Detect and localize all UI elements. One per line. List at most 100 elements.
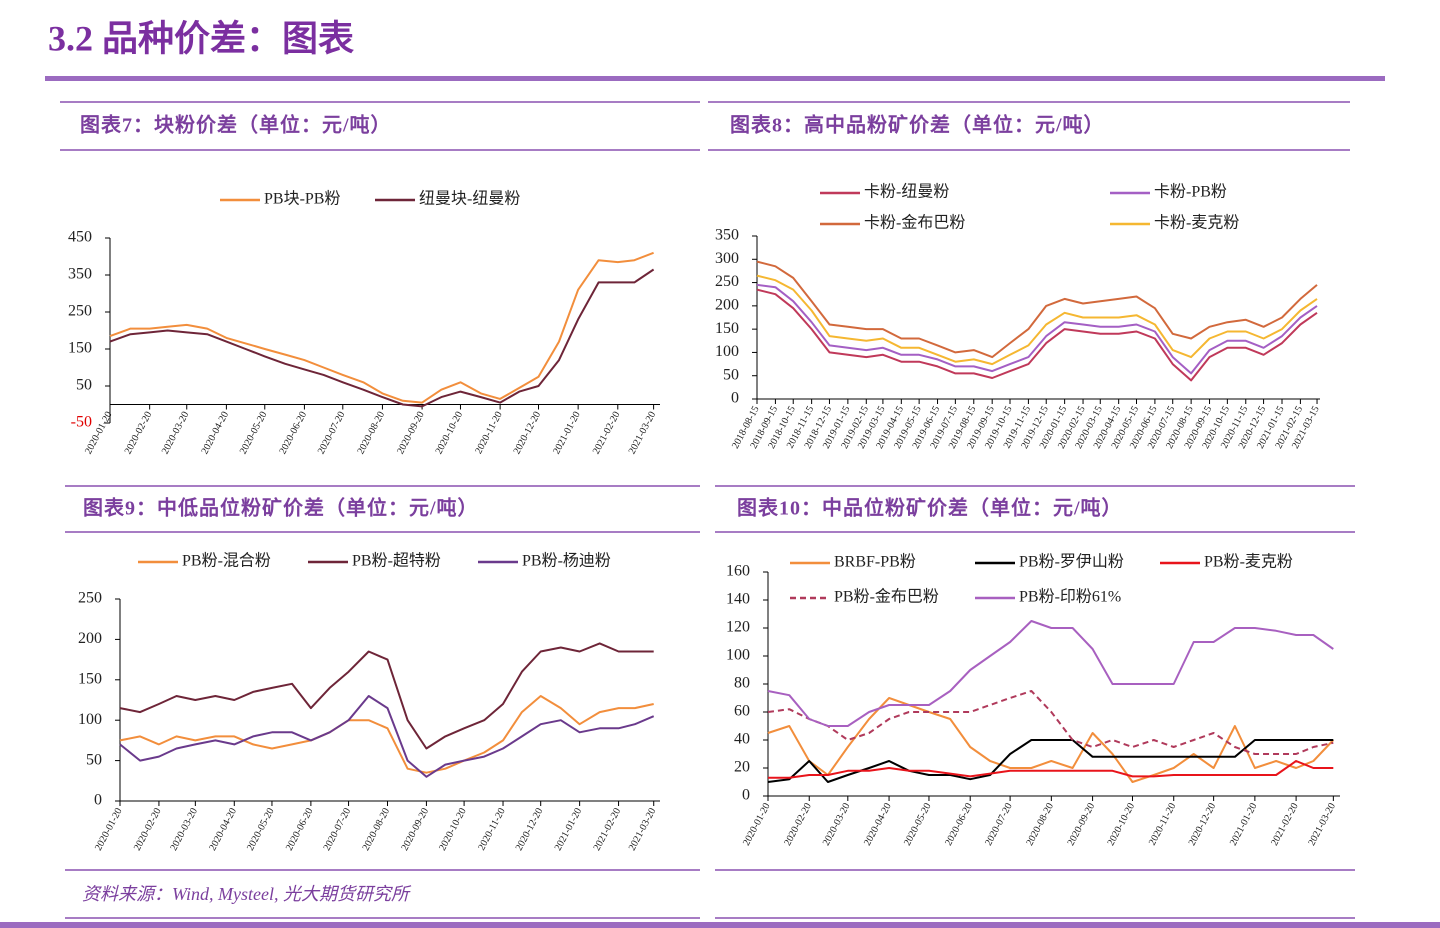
y-tick-label: 350: [715, 227, 739, 244]
y-tick-label: 450: [68, 229, 92, 246]
x-tick-label: 2020-11-20: [1147, 801, 1178, 847]
series-line: [109, 268, 655, 408]
series-line: [756, 288, 1318, 382]
y-tick-label: 50: [86, 751, 102, 768]
y-tick-label: 150: [78, 670, 102, 687]
x-tick-label: 2020-06-20: [284, 806, 316, 852]
legend-label: 纽曼块-纽曼粉: [419, 190, 520, 208]
x-tick-label: 2020-08-20: [361, 806, 393, 852]
x-tick-label: 2020-05-20: [245, 806, 277, 852]
x-tick-label: 2020-03-20: [160, 410, 192, 456]
y-tick-label: 50: [76, 377, 92, 394]
series-line: [119, 695, 654, 774]
series-line: [119, 642, 654, 750]
y-tick-label: 250: [715, 273, 739, 290]
y-tick-label: 0: [742, 787, 750, 804]
x-tick-label: 2020-09-20: [399, 806, 431, 852]
x-tick-label: 2020-10-20: [437, 806, 469, 852]
legend-label: 卡粉-麦克粉: [1154, 214, 1239, 232]
x-tick-label: 2020-12-20: [512, 410, 544, 456]
x-tick-label: 2021-01-20: [1228, 801, 1260, 847]
x-tick-label: 2020-09-20: [1066, 801, 1098, 847]
y-tick-label: 0: [731, 390, 739, 407]
x-tick-label: 2020-08-20: [355, 410, 387, 456]
y-tick-label: 350: [68, 266, 92, 283]
legend-label: PB粉-罗伊山粉: [1019, 553, 1124, 571]
legend-label: PB粉-混合粉: [182, 552, 271, 570]
legend-label: PB粉-超特粉: [352, 552, 441, 570]
legend-label: BRBF-PB粉: [834, 553, 916, 571]
x-tick-label: 2020-07-20: [983, 801, 1015, 847]
x-tick-label: 2020-12-20: [514, 806, 546, 852]
legend-label: PB粉-杨迪粉: [522, 552, 611, 570]
x-tick-label: 2020-04-20: [207, 806, 239, 852]
y-tick-label: 80: [734, 675, 750, 692]
legend-label: PB粉-麦克粉: [1204, 553, 1293, 571]
x-tick-label: 2020-06-20: [943, 801, 975, 847]
series-line: [768, 760, 1334, 779]
legend-label: PB粉-印粉61%: [1019, 588, 1121, 606]
y-tick-label: 300: [715, 250, 739, 267]
x-tick-label: 2020-08-20: [1024, 801, 1056, 847]
x-tick-label: 2020-01-20: [741, 801, 773, 847]
legend-label: PB粉-金布巴粉: [834, 588, 939, 606]
y-tick-label: 140: [726, 591, 750, 608]
x-tick-label: 2020-02-20: [782, 801, 814, 847]
x-tick-label: 2021-02-20: [592, 806, 624, 852]
source-note: 资料来源：Wind, Mysteel, 光大期货研究所: [82, 884, 412, 904]
y-tick-label: 100: [78, 711, 102, 728]
x-tick-label: 2020-10-20: [1106, 801, 1138, 847]
series-line: [119, 695, 655, 778]
x-tick-label: 2021-02-20: [591, 410, 623, 456]
y-tick-label: 20: [734, 759, 750, 776]
x-tick-label: 2020-03-20: [821, 801, 853, 847]
x-tick-label: 2021-03-20: [627, 806, 659, 852]
y-tick-label: 50: [723, 366, 739, 383]
chart-title: 图表8：高中品粉矿价差（单位：元/吨）: [730, 113, 1105, 137]
x-tick-label: 2021-01-20: [551, 410, 583, 456]
x-tick-label: 2020-02-20: [132, 806, 164, 852]
x-tick-label: 2020-05-20: [902, 801, 934, 847]
y-tick-label: 200: [715, 297, 739, 314]
y-tick-label: -50: [71, 414, 92, 431]
y-tick-label: 160: [726, 563, 750, 580]
y-tick-label: 250: [78, 590, 102, 607]
y-tick-label: 60: [734, 703, 750, 720]
series-line: [767, 690, 1334, 755]
series-line: [756, 283, 1318, 375]
x-tick-label: 2020-01-20: [93, 806, 125, 852]
chart-title: 图表9：中低品位粉矿价差（单位：元/吨）: [83, 496, 479, 520]
y-tick-label: 250: [68, 303, 92, 320]
chart-title: 图表10：中品位粉矿价差（单位：元/吨）: [737, 496, 1123, 520]
x-tick-label: 2020-09-20: [395, 410, 427, 456]
legend-label: 卡粉-PB粉: [1154, 183, 1227, 201]
y-tick-label: 150: [68, 340, 92, 357]
x-tick-label: 2021-03-20: [1306, 801, 1338, 847]
chart-title: 图表7：块粉价差（单位：元/吨）: [80, 113, 392, 137]
y-tick-label: 100: [726, 647, 750, 664]
y-tick-label: 100: [715, 343, 739, 360]
x-tick-label: 2020-04-20: [199, 410, 231, 456]
y-tick-label: 150: [715, 320, 739, 337]
page-title: 3.2 品种价差：图表: [48, 18, 354, 58]
x-tick-label: 2021-03-20: [627, 410, 659, 456]
x-tick-label: 2020-11-20: [473, 410, 504, 456]
legend-label: 卡粉-纽曼粉: [864, 183, 949, 201]
x-tick-label: 2020-02-20: [123, 410, 155, 456]
legend-label: 卡粉-金布巴粉: [864, 214, 965, 232]
x-tick-label: 2020-05-20: [238, 410, 270, 456]
x-tick-label: 2021-02-20: [1269, 801, 1301, 847]
x-tick-label: 2020-10-20: [434, 410, 466, 456]
x-tick-label: 2020-11-20: [476, 806, 507, 852]
series-line: [756, 260, 1318, 359]
x-tick-label: 2021-01-20: [553, 806, 585, 852]
series-line: [756, 274, 1318, 366]
x-tick-label: 2020-12-20: [1187, 801, 1219, 847]
series-line: [109, 251, 654, 404]
footer-rule: [0, 922, 1440, 928]
x-tick-label: 2020-03-20: [168, 806, 200, 852]
x-tick-label: 2020-07-20: [322, 806, 354, 852]
x-tick-label: 2020-04-20: [862, 801, 894, 847]
y-tick-label: 120: [726, 619, 750, 636]
